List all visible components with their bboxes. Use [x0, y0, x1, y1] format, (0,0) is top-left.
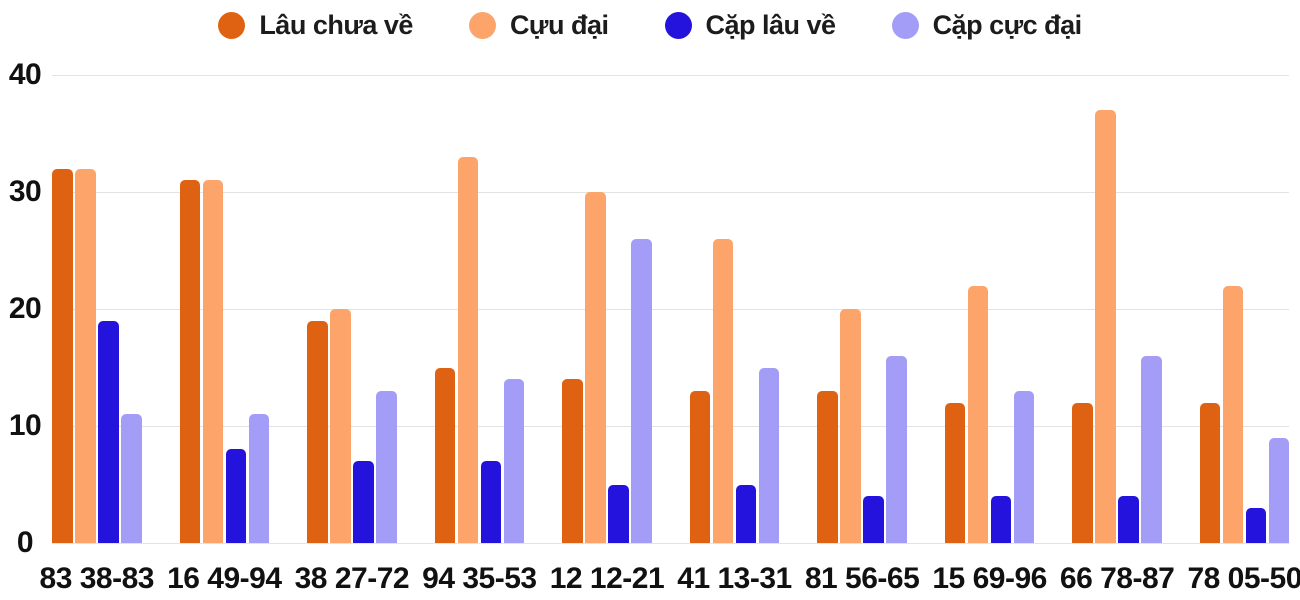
bar-series-2-group-2	[202, 180, 224, 543]
bar-series-3-group-9	[1118, 496, 1139, 543]
gridline	[52, 192, 1289, 193]
bar-series-1-group-6	[689, 390, 711, 543]
bar-series-3-group-3	[353, 461, 374, 543]
bar-series-4-group-1	[121, 414, 142, 543]
bar-series-2-group-5	[585, 192, 606, 543]
legend-item[interactable]: Cặp cực đại	[891, 8, 1083, 42]
bar-series-2-group-8	[967, 285, 989, 543]
y-axis-tick-label: 20	[8, 292, 42, 325]
bar-series-1-group-4	[434, 367, 456, 543]
bar-series-4-group-8	[1013, 390, 1035, 543]
x-axis-category-label: 78 05-50	[1187, 562, 1300, 595]
x-axis-category-label: 12 12-21	[549, 562, 665, 595]
bar-series-1-group-8	[944, 402, 966, 543]
bar-series-2-group-7	[840, 309, 861, 543]
bar-series-4-group-9	[1141, 355, 1162, 543]
x-axis-category-label: 38 27-72	[294, 562, 410, 595]
bar-series-2-group-3	[330, 309, 351, 543]
bar-series-3-group-4	[480, 461, 502, 543]
legend-item[interactable]: Cựu đại	[468, 8, 609, 42]
bar-series-4-group-4	[503, 379, 525, 543]
x-axis-baseline	[52, 543, 1289, 544]
legend-label: Lâu chưa về	[259, 10, 413, 40]
bar-series-2-group-10	[1222, 285, 1244, 543]
chart-legend: Lâu chưa về Cựu đại Cặp lâu về Cặp cực đại	[0, 8, 1300, 42]
legend-swatch-icon	[891, 11, 919, 39]
bar-series-3-group-5	[608, 484, 629, 543]
bar-series-3-group-7	[863, 496, 884, 543]
bar-series-2-group-1	[75, 168, 96, 543]
bar-series-1-group-3	[307, 320, 328, 543]
bar-series-1-group-7	[817, 390, 838, 543]
bar-series-3-group-10	[1245, 507, 1267, 543]
x-axis-category-label: 94 35-53	[422, 562, 537, 595]
bar-series-1-group-10	[1199, 402, 1221, 543]
legend-label: Cặp cực đại	[932, 10, 1083, 40]
x-axis-category-label: 66 78-87	[1059, 562, 1175, 595]
bar-series-1-group-2	[179, 180, 201, 543]
bar-series-1-group-1	[52, 168, 73, 543]
bar-series-3-group-8	[990, 496, 1012, 543]
bar-series-4-group-6	[758, 367, 780, 543]
legend-item[interactable]: Lâu chưa về	[218, 8, 413, 42]
legend-item[interactable]: Cặp lâu về	[664, 8, 837, 42]
bar-series-4-group-5	[631, 238, 652, 543]
x-axis-category-label: 81 56-65	[804, 562, 920, 595]
bar-series-4-group-7	[886, 355, 907, 543]
plot-area	[52, 75, 1290, 544]
legend-swatch-icon	[664, 11, 692, 39]
bar-series-3-group-6	[735, 484, 757, 543]
bar-series-2-group-9	[1095, 110, 1116, 543]
gridline	[52, 309, 1289, 310]
legend-swatch-icon	[468, 11, 496, 39]
bar-series-3-group-2	[225, 449, 247, 543]
y-axis-tick-label: 40	[8, 58, 42, 91]
x-axis-category-label: 16 49-94	[167, 562, 282, 595]
x-axis-category-label: 41 13-31	[677, 562, 792, 595]
y-axis-tick-label: 30	[8, 175, 42, 208]
y-axis-tick-label: 0	[16, 526, 34, 559]
legend-label: Cặp lâu về	[705, 10, 837, 40]
gridline	[52, 75, 1289, 76]
bar-series-4-group-3	[376, 390, 397, 543]
bar-series-1-group-9	[1072, 402, 1093, 543]
legend-swatch-icon	[218, 11, 246, 39]
x-axis-category-label: 83 38-83	[39, 562, 155, 595]
bar-series-4-group-2	[248, 414, 270, 543]
gridline	[52, 426, 1289, 427]
y-axis-tick-label: 10	[8, 409, 42, 442]
bar-series-4-group-10	[1268, 437, 1290, 543]
legend-label: Cựu đại	[509, 10, 609, 40]
x-axis-category-label: 15 69-96	[932, 562, 1047, 595]
bar-series-1-group-5	[562, 379, 583, 543]
bar-series-3-group-1	[98, 320, 119, 543]
bar-series-2-group-6	[712, 238, 734, 543]
bar-series-2-group-4	[457, 156, 479, 543]
